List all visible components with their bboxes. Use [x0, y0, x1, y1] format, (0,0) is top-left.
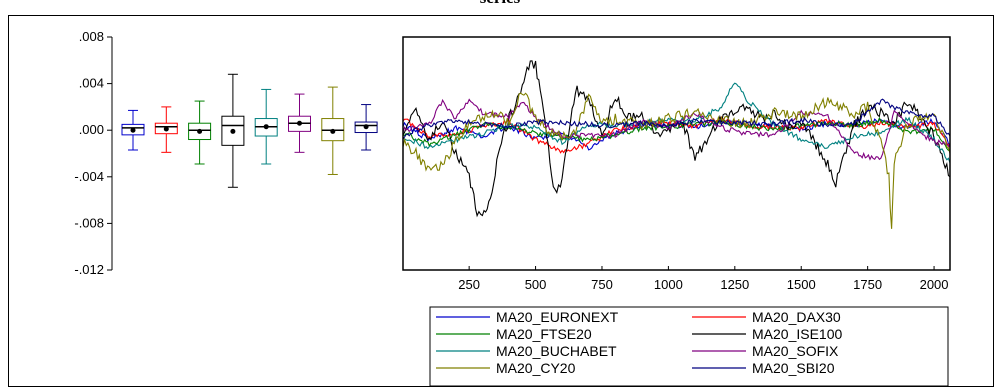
y-tick-label: .004: [79, 76, 104, 91]
plot-area-frame: [402, 36, 951, 271]
legend-frame: [429, 306, 949, 387]
legend-item: MA20_DAX30: [692, 309, 841, 325]
legend-label: MA20_CY20: [496, 360, 576, 376]
box-iqr: [121, 123, 145, 136]
series-lines: [403, 60, 950, 229]
legend-item: MA20_FTSE20: [436, 326, 592, 342]
box-mean: [130, 127, 136, 133]
legend-item: MA20_SOFIX: [692, 343, 839, 359]
legend-item: MA20_BUCHABET: [436, 343, 617, 359]
box-iqr: [354, 121, 378, 134]
box-ma20-sofix: [288, 93, 311, 153]
box-ma20-sbi20: [354, 104, 378, 151]
x-tick-label: 1500: [787, 277, 816, 292]
legend-label: MA20_SOFIX: [752, 343, 839, 359]
box-ma20-ftse20: [188, 100, 212, 165]
legend-item: MA20_SBI20: [692, 360, 835, 376]
box-mean: [363, 124, 369, 130]
box-mean: [197, 128, 203, 134]
y-tick-label: -.008: [74, 215, 104, 230]
x-tick-label: 1000: [654, 277, 683, 292]
legend-label: MA20_EURONEXT: [496, 309, 619, 325]
legend-item: MA20_CY20: [436, 360, 576, 376]
legend-label: MA20_BUCHABET: [496, 343, 617, 359]
series-line-ma20-ise100: [403, 60, 950, 218]
x-tick-label: 500: [525, 277, 547, 292]
x-tick-label: 1750: [853, 277, 882, 292]
box-iqr: [221, 115, 245, 146]
y-tick-label: -.004: [74, 169, 104, 184]
box-ma20-buchabet: [254, 88, 278, 165]
box-mean: [297, 120, 302, 126]
legend: MA20_EURONEXT MA20_DAX30 MA20_FTSE20 MA20_I…: [429, 306, 949, 387]
box-mean: [163, 126, 169, 132]
line-panel: 250 500 750 1000 1250 1500 1750 2000: [402, 36, 951, 292]
box-iqr: [154, 122, 178, 135]
box-ma20-euronext: [121, 109, 145, 151]
box-mean: [263, 124, 269, 130]
y-tick-label: -.012: [74, 262, 104, 277]
x-tick-label: 750: [591, 277, 613, 292]
legend-item: MA20_EURONEXT: [436, 309, 619, 325]
legend-item: MA20_ISE100: [692, 326, 842, 342]
series-line-ma20-cy20: [403, 92, 950, 229]
box-ma20-dax30: [154, 106, 178, 153]
legend-label: MA20_DAX30: [752, 309, 841, 325]
x-tick-label: 250: [458, 277, 480, 292]
box-mean: [230, 128, 236, 134]
box-mean: [330, 128, 336, 134]
box-ma20-cy20: [321, 86, 345, 175]
box-iqr: [188, 122, 212, 141]
chart-title: series: [0, 0, 1000, 8]
y-tick-label: .000: [79, 122, 104, 137]
legend-label: MA20_FTSE20: [496, 326, 592, 342]
x-tick-label: 2000: [920, 277, 949, 292]
boxplot-panel: .008 .004 .000 -.004 -.008 -.012: [74, 29, 378, 277]
y-tick-label: .008: [79, 29, 104, 44]
x-tick-label: 1250: [720, 277, 749, 292]
legend-label: MA20_SBI20: [752, 360, 835, 376]
series-line-ma20-sbi20: [403, 98, 950, 139]
legend-label: MA20_ISE100: [752, 326, 842, 342]
box-ma20-ise100: [221, 73, 245, 188]
